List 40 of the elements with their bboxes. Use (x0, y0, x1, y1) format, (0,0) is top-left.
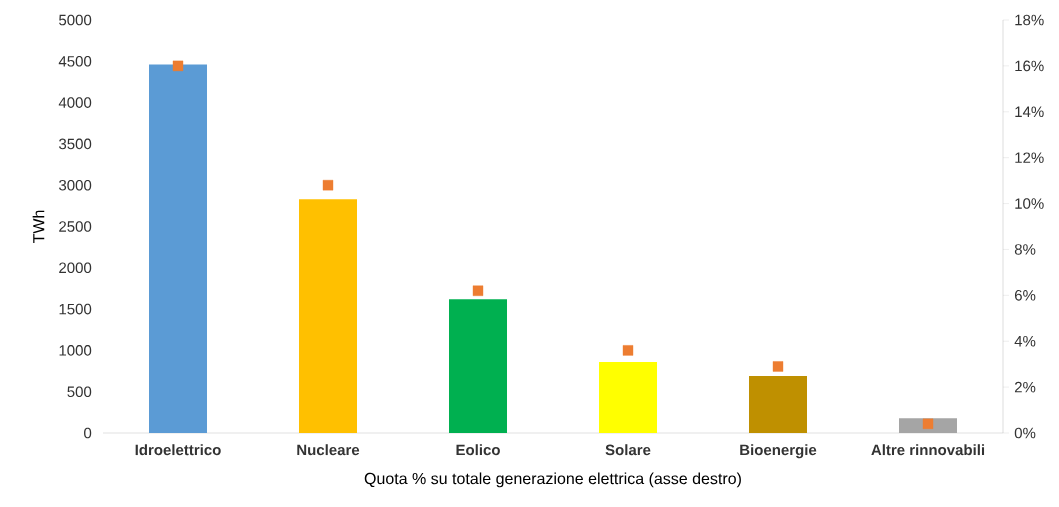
bar (149, 64, 207, 433)
y-axis-title: TWh (32, 210, 45, 244)
y2-tick-label: 0% (1014, 427, 1036, 439)
y-tick-label: 2000 (59, 262, 92, 274)
y-tick-label: 0 (84, 427, 92, 439)
y2-tick-label: 8% (1014, 244, 1036, 255)
y2-tick-label: 18% (1015, 14, 1044, 26)
y-tick-label: 3500 (59, 138, 92, 150)
bar (299, 199, 357, 433)
x-tick-label: Altre rinnovabili (871, 444, 985, 456)
y-tick-label: 4500 (58, 55, 92, 67)
x-axis-title: Quota % su totale generazione elettrica (asse destro) (364, 472, 741, 488)
y2-tick-label: 12% (1015, 152, 1044, 163)
point (472, 285, 484, 296)
y-tick-label: 3000 (59, 179, 92, 191)
y-tick-label: 1000 (59, 345, 92, 356)
y2-tick-label: 14% (1015, 106, 1044, 118)
point (922, 418, 934, 430)
y2-tick-label: 6% (1014, 290, 1036, 301)
y-tick-label: 4000 (58, 97, 92, 108)
y2-tick-label: 16% (1015, 60, 1044, 72)
y2-tick-label: 2% (1014, 381, 1036, 393)
y2-tick-label: 10% (1015, 198, 1044, 209)
y-tick-label: 5000 (59, 14, 92, 26)
x-tick-label: Idroelettrico (135, 444, 221, 456)
bar (599, 361, 658, 433)
point (322, 180, 334, 191)
x-tick-label: Bioenergie (740, 444, 817, 459)
bar (449, 299, 508, 433)
y-tick-label: 500 (67, 386, 92, 398)
x-tick-label: Solare (605, 444, 651, 456)
y-tick-label: 2500 (59, 221, 92, 232)
point (622, 345, 634, 356)
point (772, 361, 784, 372)
y-tick-label: 1500 (59, 303, 92, 315)
bar (749, 376, 808, 433)
x-tick-label: Nucleare (297, 444, 360, 456)
y2-tick-label: 4% (1014, 335, 1036, 347)
point (172, 60, 184, 72)
x-tick-label: Eolico (456, 444, 500, 456)
